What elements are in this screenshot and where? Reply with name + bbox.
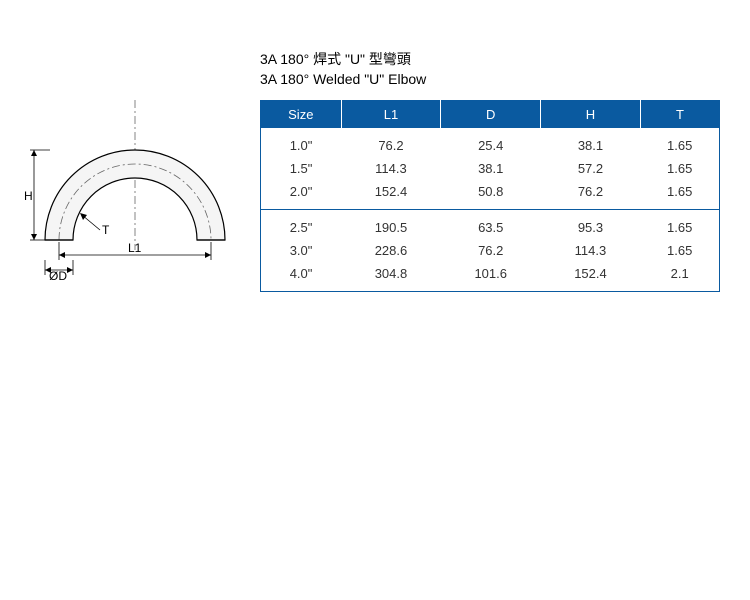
spec-table-wrap: Size L1 D H T 1.0" 76.2 25.4 38.1 1.65 1… [260,100,720,292]
col-t: T [640,101,719,129]
table-row: 1.5" 114.3 38.1 57.2 1.65 [261,157,720,180]
cell: 2.0" [261,180,342,210]
cell: 1.65 [640,180,719,210]
h-arrow-b [31,234,37,240]
d-arrow-r [67,267,73,273]
elbow-body [45,150,225,240]
cell: 1.5" [261,157,342,180]
col-h: H [541,101,641,129]
cell: 25.4 [441,128,541,157]
page: 3A 180° 焊式 "U" 型彎頭 3A 180° Welded "U" El… [0,0,750,600]
cell: 76.2 [341,128,441,157]
table-row: 3.0" 228.6 76.2 114.3 1.65 [261,239,720,262]
l1-arrow-r [205,252,211,258]
cell: 228.6 [341,239,441,262]
title-block: 3A 180° 焊式 "U" 型彎頭 3A 180° Welded "U" El… [260,50,426,89]
cell: 57.2 [541,157,641,180]
cell: 4.0" [261,262,342,292]
h-arrow-t [31,150,37,156]
elbow-diagram: H T L1 ØD [20,100,230,280]
title-zh: 3A 180° 焊式 "U" 型彎頭 [260,50,426,70]
cell: 304.8 [341,262,441,292]
col-d: D [441,101,541,129]
cell: 1.0" [261,128,342,157]
title-en: 3A 180° Welded "U" Elbow [260,70,426,90]
cell: 2.1 [640,262,719,292]
cell: 63.5 [441,210,541,239]
col-size: Size [261,101,342,129]
cell: 1.65 [640,157,719,180]
cell: 1.65 [640,239,719,262]
label-h: H [24,189,33,203]
spec-table: Size L1 D H T 1.0" 76.2 25.4 38.1 1.65 1… [260,100,720,292]
table-row: 2.5" 190.5 63.5 95.3 1.65 [261,210,720,239]
cell: 1.65 [640,210,719,239]
cell: 38.1 [541,128,641,157]
table-row: 2.0" 152.4 50.8 76.2 1.65 [261,180,720,210]
label-d: ØD [49,269,67,280]
table-head: Size L1 D H T [261,101,720,129]
cell: 101.6 [441,262,541,292]
cell: 1.65 [640,128,719,157]
table-row: 1.0" 76.2 25.4 38.1 1.65 [261,128,720,157]
cell: 152.4 [541,262,641,292]
cell: 38.1 [441,157,541,180]
cell: 50.8 [441,180,541,210]
cell: 114.3 [541,239,641,262]
cell: 152.4 [341,180,441,210]
cell: 2.5" [261,210,342,239]
t-arrow [80,213,87,220]
elbow-svg: H T L1 ØD [20,100,230,280]
table-body: 1.0" 76.2 25.4 38.1 1.65 1.5" 114.3 38.1… [261,128,720,292]
cell: 76.2 [541,180,641,210]
l1-arrow-l [59,252,65,258]
cell: 76.2 [441,239,541,262]
label-t: T [102,223,110,237]
table-row: 4.0" 304.8 101.6 152.4 2.1 [261,262,720,292]
cell: 190.5 [341,210,441,239]
header-row: Size L1 D H T [261,101,720,129]
cell: 3.0" [261,239,342,262]
cell: 114.3 [341,157,441,180]
col-l1: L1 [341,101,441,129]
label-l1: L1 [128,241,142,255]
cell: 95.3 [541,210,641,239]
